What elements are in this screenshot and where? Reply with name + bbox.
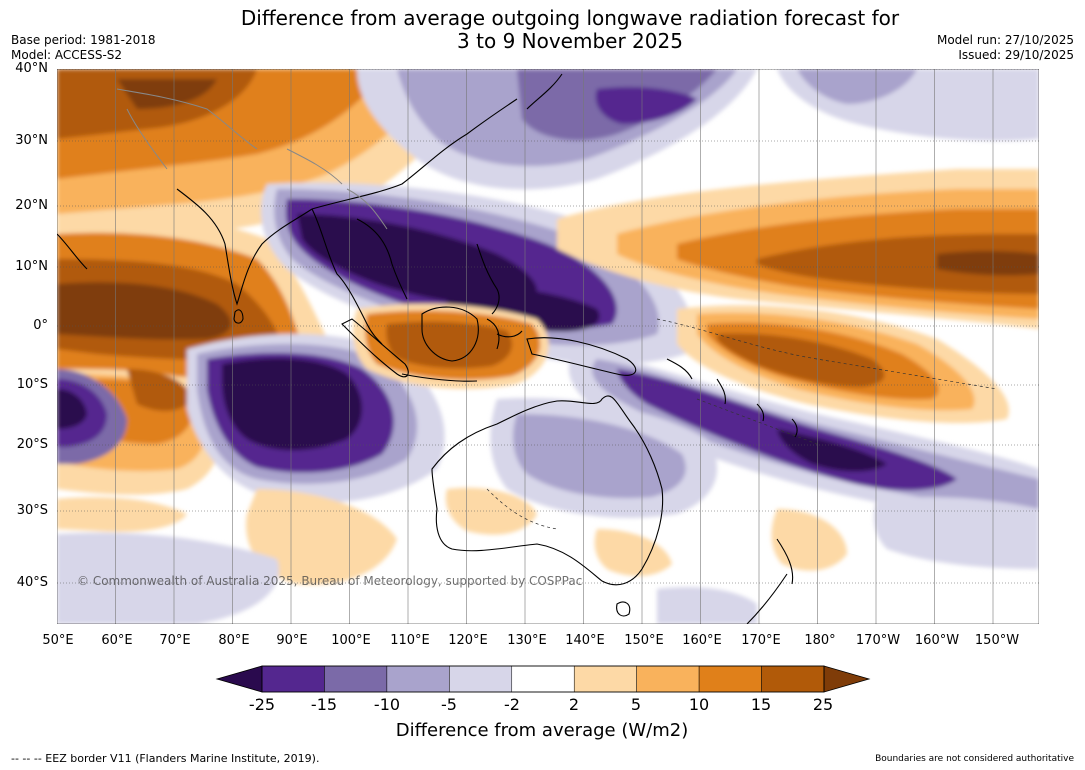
colorbar-label-10: 10 (688, 695, 710, 714)
lat-label-20s: 20°S (16, 437, 48, 452)
colorbar-cell (573, 665, 637, 693)
base-period: Base period: 1981-2018 (11, 33, 156, 47)
colorbar-cell (761, 665, 825, 693)
colorbar-cell (511, 665, 575, 693)
lon-label-50e: 50°E (42, 633, 74, 648)
lat-label-40n: 40°N (15, 61, 48, 76)
colorbar-title: Difference from average (W/m2) (395, 720, 689, 741)
eez-borders (486, 318, 998, 530)
lon-label-160w: 160°W (914, 633, 960, 648)
colorbar-label-15: 15 (750, 695, 772, 714)
country-borders (116, 88, 388, 230)
colorbar-label-neg2: -2 (504, 695, 520, 714)
colorbar-label-neg5: -5 (441, 695, 457, 714)
lon-label-150w: 150°W (974, 633, 1020, 648)
colorbar-cell (386, 665, 450, 693)
lon-label-60e: 60°E (101, 633, 133, 648)
colorbar-label-25: 25 (812, 695, 834, 714)
lon-label-120e: 120°E (448, 633, 488, 648)
lat-label-30n: 30°N (15, 133, 48, 148)
lon-label-170e: 170°E (741, 633, 781, 648)
lat-label-10n: 10°N (15, 259, 48, 274)
colorbar-cell (261, 665, 325, 693)
lon-label-90e: 90°E (276, 633, 308, 648)
model-run: Model run: 27/10/2025 (936, 33, 1074, 47)
lon-label-80e: 80°E (218, 633, 250, 648)
boundary-disclaimer: Boundaries are not considered authoritat… (875, 754, 1074, 764)
lat-label-20n: 20°N (15, 198, 48, 213)
copyright-notice: © Commonwealth of Australia 2025, Bureau… (77, 574, 582, 588)
lon-label-150e: 150°E (624, 633, 664, 648)
colorbar-cell (324, 665, 388, 693)
colorbar-cell (636, 665, 700, 693)
model-name: Model: ACCESS-S2 (11, 48, 123, 62)
eez-legend: -- -- -- EEZ border V11 (Flanders Marine… (11, 752, 320, 765)
colorbar-label-5: 5 (630, 695, 642, 714)
lon-label-170w: 170°W (855, 633, 901, 648)
lon-label-160e: 160°E (682, 633, 722, 648)
colorbar-label-neg25: -25 (248, 695, 276, 714)
map-title-line2: 3 to 9 November 2025 (457, 29, 683, 53)
issued-date: Issued: 29/10/2025 (958, 48, 1074, 62)
map-title-line1: Difference from average outgoing longwav… (240, 6, 900, 30)
lon-label-100e: 100°E (331, 633, 371, 648)
lon-label-130e: 130°E (507, 633, 547, 648)
lat-label-40s: 40°S (16, 575, 48, 590)
colorbar-extend-low (215, 665, 263, 693)
lon-label-180: 180° (804, 633, 836, 648)
olr-anomaly-map: © Commonwealth of Australia 2025, Bureau… (57, 69, 1039, 624)
lon-label-110e: 110°E (390, 633, 430, 648)
colorbar-label-neg10: -10 (373, 695, 401, 714)
coastlines (57, 73, 798, 624)
colorbar-label-2: 2 (568, 695, 580, 714)
colorbar-cell (698, 665, 762, 693)
colorbar (215, 665, 871, 693)
colorbar-extend-high (823, 665, 871, 693)
lon-label-70e: 70°E (159, 633, 191, 648)
lat-label-0: 0° (33, 318, 48, 333)
colorbar-label-neg15: -15 (310, 695, 338, 714)
lat-label-10s: 10°S (16, 377, 48, 392)
lat-label-30s: 30°S (16, 503, 48, 518)
colorbar-cell (449, 665, 513, 693)
graticule-meridians (115, 69, 994, 624)
lon-label-140e: 140°E (565, 633, 605, 648)
